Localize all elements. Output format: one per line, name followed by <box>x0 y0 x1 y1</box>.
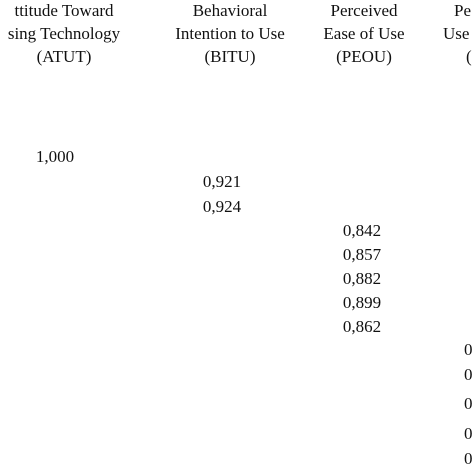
table-cell: 1,000 <box>36 147 74 166</box>
column-header: (ATUT) <box>37 47 92 66</box>
table-cell: 0,842 <box>343 221 381 240</box>
table-cell: 0,899 <box>343 293 381 312</box>
table-cell: 0 <box>464 394 473 413</box>
table-cell: 0,921 <box>203 172 241 191</box>
column-header: (PEOU) <box>336 47 392 66</box>
column-header: Use <box>443 24 469 43</box>
column-header: Ease of Use <box>323 24 404 43</box>
table-cell: 0,924 <box>203 197 242 216</box>
table-cell: 0 <box>464 340 473 359</box>
column-header: Behavioral <box>193 1 268 20</box>
table-cell: 0,857 <box>343 245 382 264</box>
column-header: (BITU) <box>205 47 256 66</box>
table-cell: 0 <box>464 449 473 468</box>
table-cell: 0 <box>464 424 473 443</box>
column-header: ( <box>466 47 472 66</box>
table-cell: 0,862 <box>343 317 381 336</box>
column-header: Intention to Use <box>175 24 285 43</box>
table-cell: 0,882 <box>343 269 381 288</box>
table-cell: 0 <box>464 365 473 384</box>
column-header: Perceived <box>330 1 398 20</box>
column-header: ttitude Toward <box>14 1 114 20</box>
column-header: Pe <box>454 1 471 20</box>
column-header: sing Technology <box>8 24 121 43</box>
